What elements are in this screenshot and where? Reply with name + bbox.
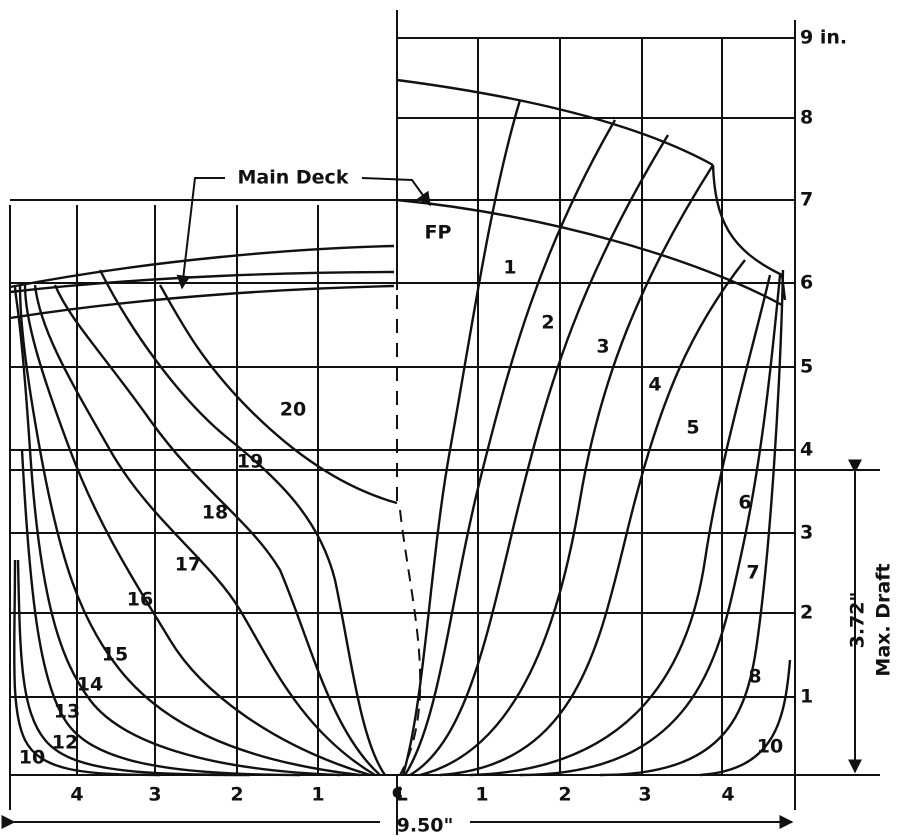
station-label: 5	[686, 417, 699, 439]
scale-label: 2	[230, 784, 243, 806]
station-label: 18	[202, 502, 228, 524]
station-label: 15	[102, 644, 128, 666]
station-label: 17	[175, 554, 201, 576]
waterline-label: 2	[800, 602, 813, 624]
station-label: 19	[237, 451, 263, 473]
station-label: 4	[648, 374, 661, 396]
draft-label: Max. Draft	[873, 563, 895, 676]
station-label: 20	[280, 399, 306, 421]
waterline-label: 7	[800, 189, 813, 211]
waterline-label: 8	[800, 107, 813, 129]
scale-label: 3	[638, 784, 651, 806]
station-label: 8	[748, 666, 761, 688]
station-curves	[10, 80, 790, 775]
station-label: 6	[738, 492, 751, 514]
scale-label: ℄	[391, 784, 408, 806]
grid	[10, 10, 880, 835]
station-label: 13	[54, 701, 80, 723]
scale-label: 2	[558, 784, 571, 806]
station-label: 1	[503, 257, 516, 279]
station-label: 10	[757, 736, 783, 758]
station-label: 14	[77, 674, 103, 696]
station-label: 2	[541, 312, 554, 334]
page: 9 in.87654321123456781010121314151617181…	[0, 0, 903, 840]
station-label: 7	[746, 562, 759, 584]
station-label: 16	[127, 589, 153, 611]
waterline-label: 1	[800, 686, 813, 708]
beam-dimension: 9.50"	[397, 815, 454, 837]
waterline-label: 3	[800, 522, 813, 544]
waterline-label: 6	[800, 272, 813, 294]
station-label: 12	[52, 732, 78, 754]
station-label: 3	[596, 336, 609, 358]
waterline-label: 5	[800, 356, 813, 378]
fp-label: FP	[425, 222, 452, 244]
body-plan: 9 in.87654321123456781010121314151617181…	[0, 0, 903, 840]
scale-label: 1	[475, 784, 488, 806]
waterline-label: 4	[800, 439, 813, 461]
scale-label: 4	[70, 784, 83, 806]
scale-label: 3	[148, 784, 161, 806]
waterline-label: 9 in.	[800, 27, 847, 49]
scale-label: 4	[721, 784, 734, 806]
draft-dimension: 3.72"	[847, 592, 869, 649]
main-deck-callout: Main Deck	[238, 167, 349, 189]
scale-label: 1	[311, 784, 324, 806]
station-label: 10	[19, 747, 45, 769]
